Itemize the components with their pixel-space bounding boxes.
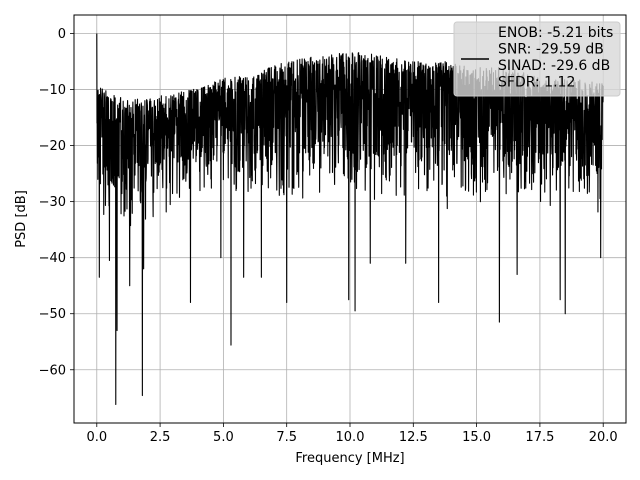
- y-tick-label: −60: [39, 363, 66, 378]
- y-tick-label: −30: [39, 195, 66, 210]
- legend-enob: ENOB: -5.21 bits: [498, 25, 613, 41]
- x-tick-label: 10.0: [336, 430, 365, 445]
- x-axis-label: Frequency [MHz]: [295, 451, 404, 466]
- x-tick-label: 0.0: [86, 430, 107, 445]
- x-tick-label: 12.5: [399, 430, 428, 445]
- x-tick-label: 20.0: [589, 430, 618, 445]
- y-axis-label: PSD [dB]: [14, 190, 29, 248]
- y-tick-label: 0: [58, 27, 66, 42]
- y-tick-label: −50: [39, 307, 66, 322]
- y-tick-label: −10: [39, 83, 66, 98]
- x-axis: 0.0 2.5 5.0 7.5 10.0 12.5 15.0 17.5 20.0: [86, 423, 618, 445]
- y-tick-label: −20: [39, 139, 66, 154]
- legend-box: [453, 21, 621, 97]
- x-tick-label: 5.0: [213, 430, 234, 445]
- legend-sfdr: SFDR: 1.12: [498, 75, 575, 91]
- legend-snr: SNR: -29.59 dB: [498, 42, 604, 58]
- x-tick-label: 7.5: [276, 430, 297, 445]
- psd-series: [96, 33, 604, 406]
- legend-sinad: SINAD: -29.6 dB: [498, 58, 610, 74]
- x-tick-label: 2.5: [150, 430, 171, 445]
- x-tick-label: 17.5: [525, 430, 554, 445]
- x-tick-label: 15.0: [462, 430, 491, 445]
- legend: ENOB: -5.21 bits SNR: -29.59 dB SINAD: -…: [453, 21, 621, 97]
- y-axis: 0 −10 −20 −30 −40 −50 −60: [39, 27, 74, 378]
- y-tick-label: −40: [39, 251, 66, 266]
- psd-trace: [96, 33, 604, 406]
